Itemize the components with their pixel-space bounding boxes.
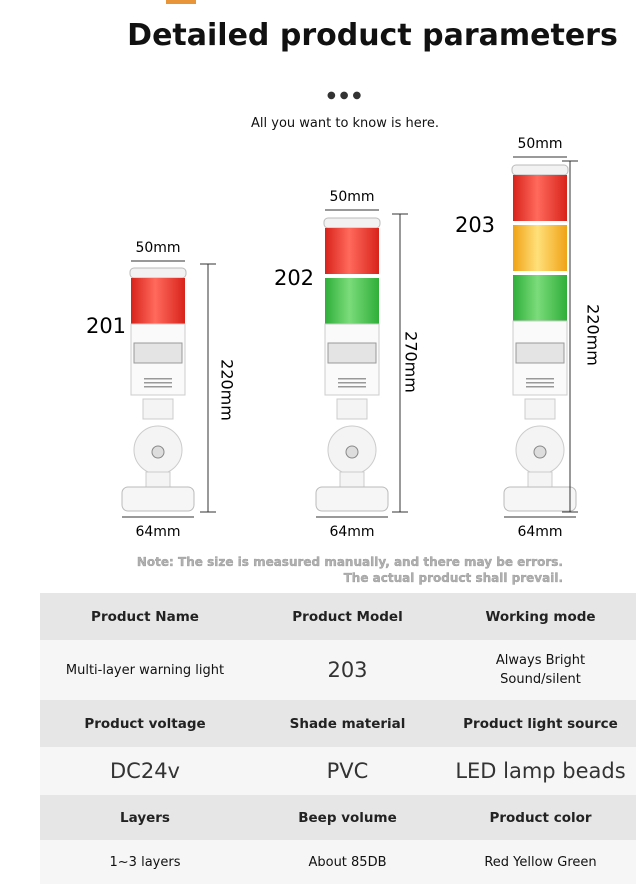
base xyxy=(315,486,389,512)
tower-cap xyxy=(323,217,381,229)
table-cell: Product Name xyxy=(91,608,199,625)
table-cell: PVC xyxy=(326,759,369,783)
cell-line: Always Bright xyxy=(495,653,586,668)
base xyxy=(503,486,577,512)
table-cell: LED lamp beads xyxy=(455,759,626,783)
table-cell: Layers xyxy=(120,809,170,826)
base-label: 64mm xyxy=(517,524,562,540)
table-row: Layers Beep volume Product color xyxy=(40,795,636,840)
table-cell: Multi-layer warning light xyxy=(65,662,225,678)
joint-screw xyxy=(345,445,359,459)
stem xyxy=(145,471,171,489)
base xyxy=(121,486,195,512)
table-cell: Red Yellow Green xyxy=(484,854,597,870)
light-layer xyxy=(131,278,185,324)
vent xyxy=(144,382,172,384)
light-layer xyxy=(513,275,567,321)
table-cell: Shade material xyxy=(289,715,406,732)
neck xyxy=(524,398,556,420)
note: The actual product shall prevail. xyxy=(343,571,563,585)
table-row: DC24v PVC LED lamp beads xyxy=(40,747,636,795)
cell-line: Sound/silent xyxy=(500,672,581,687)
model-label: 202 xyxy=(274,266,314,290)
table-cell: Product voltage xyxy=(84,715,206,732)
base-label: 64mm xyxy=(329,524,374,540)
table-cell: Product color xyxy=(489,809,592,826)
vent xyxy=(338,382,366,384)
stem xyxy=(339,471,365,489)
note: Note: The size is measured manually, and… xyxy=(136,555,563,569)
table-cell: DC24v xyxy=(110,759,180,783)
page-title: Detailed product parameters xyxy=(127,18,618,53)
light-layer xyxy=(513,225,567,271)
tower-cap xyxy=(511,164,569,176)
vent xyxy=(526,386,554,388)
tower-cap xyxy=(129,267,187,279)
width-label: 50mm xyxy=(329,189,374,205)
table-cell: 1~3 layers xyxy=(109,854,181,870)
table-row: 1~3 layers About 85DB Red Yellow Green xyxy=(40,840,636,884)
vent xyxy=(338,378,366,380)
joint-screw xyxy=(151,445,165,459)
light-layer xyxy=(513,175,567,221)
model-label: 201 xyxy=(86,314,126,338)
table-row: Product Name Product Model Working mode xyxy=(40,593,636,640)
vent xyxy=(338,386,366,388)
height-label: 270mm xyxy=(402,331,421,393)
width-label: 50mm xyxy=(517,136,562,152)
vent xyxy=(144,378,172,380)
width-label: 50mm xyxy=(135,240,180,256)
table-cell: 203 xyxy=(327,658,368,682)
subtitle: All you want to know is here. xyxy=(251,116,439,131)
parameter-table: Product Name Product Model Working mode Mul… xyxy=(40,593,636,884)
sticker xyxy=(327,342,377,364)
decoration xyxy=(166,0,196,4)
height-label: 220mm xyxy=(218,359,237,421)
table-cell: About 85DB xyxy=(308,854,387,870)
vent xyxy=(144,386,172,388)
product-illustration: 50mm 64mm 220mm 201 50mm 64mm 270mm 202 50mm 64mm… xyxy=(86,136,603,540)
neck xyxy=(142,398,174,420)
table-cell: Working mode xyxy=(485,608,596,625)
dots: ●●● xyxy=(327,90,366,101)
neck xyxy=(336,398,368,420)
table-cell: Product Model xyxy=(292,608,403,625)
light-layer xyxy=(325,278,379,324)
table-cell: Product light source xyxy=(463,715,618,732)
table-row: Product voltage Shade material Product lig… xyxy=(40,700,636,747)
table-cell: Always Bright Sound/silent xyxy=(445,649,636,691)
vent xyxy=(526,378,554,380)
light-layer xyxy=(325,228,379,274)
stem xyxy=(527,471,553,489)
height-label: 220mm xyxy=(584,304,603,366)
joint-screw xyxy=(533,445,547,459)
table-row: Multi-layer warning light 203 Always Brigh… xyxy=(40,640,636,700)
model-label: 203 xyxy=(455,213,495,237)
table-cell: Beep volume xyxy=(298,809,397,826)
sticker xyxy=(515,342,565,364)
base-label: 64mm xyxy=(135,524,180,540)
sticker xyxy=(133,342,183,364)
vent xyxy=(526,382,554,384)
